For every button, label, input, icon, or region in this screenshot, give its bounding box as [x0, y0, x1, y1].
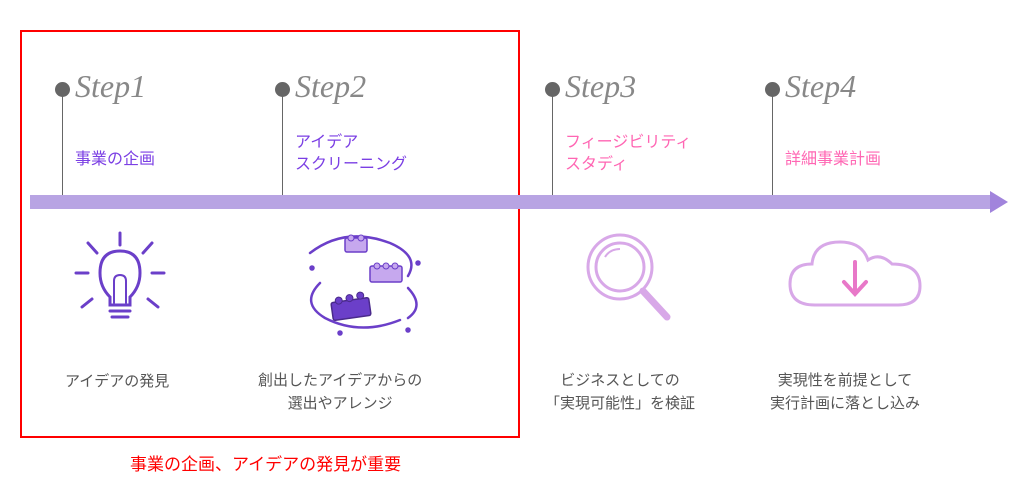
step-connector-line: [282, 95, 283, 195]
step-description: ビジネスとしての「実現可能性」を検証: [545, 370, 695, 415]
step-label: Step4: [785, 68, 856, 105]
step-connector-line: [772, 95, 773, 195]
step-title: 事業の企画: [75, 145, 155, 169]
highlight-caption: 事業の企画、アイデアの発見が重要: [130, 450, 401, 475]
step-description: 創出したアイデアからの選出やアレンジ: [258, 370, 422, 415]
swirl-blocks-icon: [290, 218, 440, 338]
step-label: Step1: [75, 68, 146, 105]
magnifier-icon: [570, 225, 690, 325]
lightbulb-icon: [60, 225, 180, 325]
timeline-arrow-icon: [990, 191, 1008, 213]
step-title: アイデアスクリーニング: [295, 132, 407, 177]
step-title: フィージビリティスタディ: [565, 132, 691, 177]
step-label: Step3: [565, 68, 636, 105]
step-connector-line: [62, 95, 63, 195]
diagram-container: Step1 事業の企画: [0, 0, 1024, 502]
step-description: 実現性を前提として実行計画に落とし込み: [770, 370, 920, 415]
step-description: アイデアの発見: [65, 370, 169, 391]
cloud-download-icon: [780, 230, 930, 330]
step-connector-line: [552, 95, 553, 195]
step-title: 詳細事業計画: [785, 145, 881, 169]
timeline-bar: [30, 195, 990, 209]
step-label: Step2: [295, 68, 366, 105]
